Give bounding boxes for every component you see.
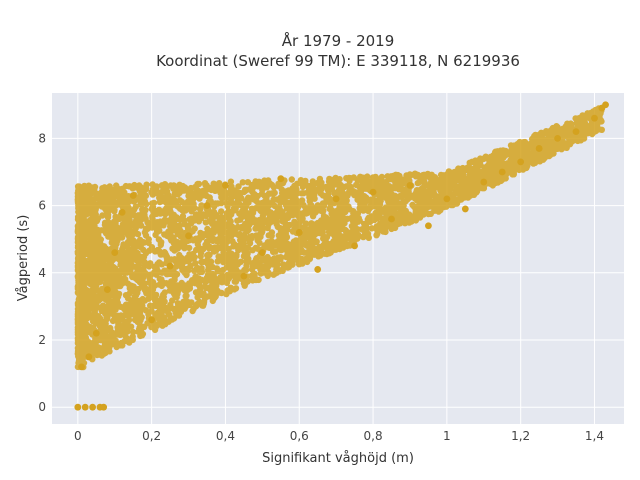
- data-point-36: [591, 114, 598, 122]
- data-point-23: [351, 242, 359, 250]
- data-point-34: [554, 134, 561, 142]
- x-tick-label-6: 1,2: [511, 429, 530, 443]
- data-point-9: [111, 249, 119, 257]
- data-point-29: [461, 205, 469, 213]
- data-point-38: [602, 101, 609, 109]
- x-tick-label-5: 1: [443, 429, 451, 443]
- data-point-24: [369, 188, 377, 196]
- data-point-4: [100, 403, 108, 411]
- data-point-8: [103, 286, 111, 293]
- data-point-2: [89, 403, 96, 411]
- data-point-12: [148, 316, 156, 324]
- data-point-26: [406, 182, 414, 189]
- y-tick-label-4: 8: [38, 131, 46, 145]
- data-point-27: [425, 222, 432, 230]
- data-point-15: [203, 202, 211, 209]
- data-point-18: [258, 249, 266, 257]
- data-point-31: [498, 168, 506, 176]
- data-point-32: [517, 158, 525, 166]
- y-axis-label: Vågperiod (s): [16, 215, 31, 302]
- scatter-cloud: [74, 104, 606, 371]
- data-point-10: [118, 208, 126, 216]
- data-point-1: [81, 403, 89, 411]
- x-tick-label-2: 0,4: [216, 429, 235, 443]
- x-tick-label-0: 0: [74, 429, 82, 443]
- x-tick-label-7: 1,4: [585, 429, 604, 443]
- data-point-5: [78, 363, 85, 371]
- data-point-14: [185, 232, 192, 240]
- data-point-13: [166, 262, 174, 270]
- x-tick-label-4: 0,8: [364, 429, 383, 443]
- data-point-33: [535, 145, 543, 152]
- data-point-17: [240, 272, 248, 280]
- y-tick-label-0: 0: [38, 400, 46, 414]
- data-point-25: [388, 215, 395, 223]
- chart-title-line1: År 1979 - 2019: [282, 31, 395, 50]
- y-tick-label-2: 4: [38, 266, 46, 280]
- data-point-16: [222, 182, 229, 189]
- data-point-22: [332, 195, 340, 203]
- x-tick-label-1: 0,2: [142, 429, 161, 443]
- data-point-28: [443, 195, 451, 203]
- data-point-20: [295, 229, 303, 236]
- y-tick-label-3: 6: [38, 199, 46, 213]
- x-axis-label: Signifikant våghöjd (m): [262, 451, 414, 466]
- data-point-7: [92, 329, 100, 337]
- data-point-19: [277, 175, 285, 183]
- data-point-21: [314, 266, 322, 273]
- data-point-11: [129, 192, 137, 199]
- data-point-35: [572, 128, 580, 136]
- data-point-0: [74, 403, 82, 411]
- data-point-6: [85, 353, 93, 361]
- data-point-30: [480, 178, 488, 186]
- y-tick-label-1: 2: [38, 333, 46, 347]
- x-tick-label-3: 0,6: [290, 429, 309, 443]
- chart-title-line2: Koordinat (Sweref 99 TM): E 339118, N 62…: [156, 52, 520, 70]
